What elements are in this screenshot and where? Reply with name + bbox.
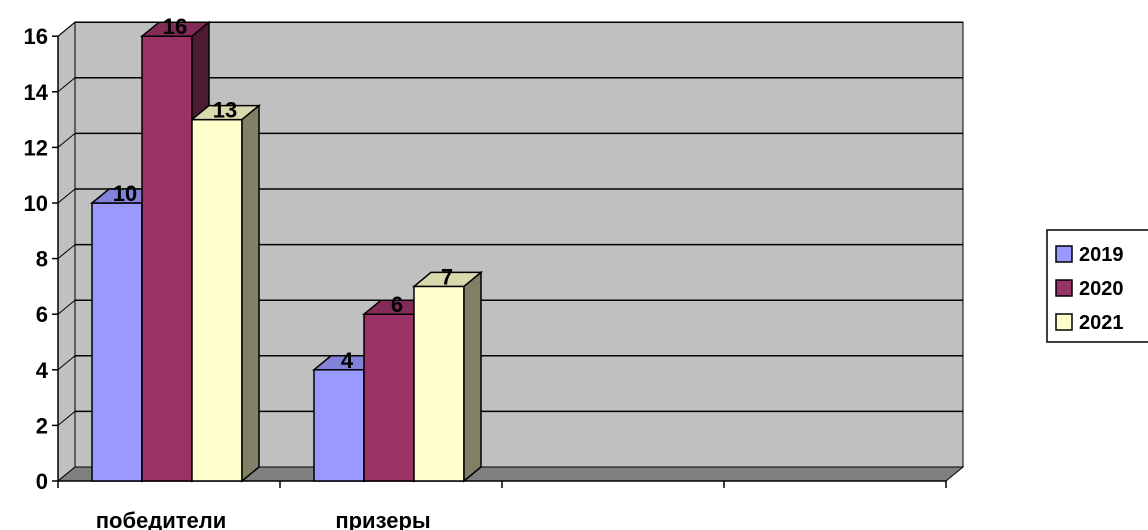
bar-side bbox=[241, 104, 260, 483]
bar-front bbox=[413, 285, 465, 482]
gridline-side bbox=[57, 411, 76, 426]
category-label: победители bbox=[96, 508, 227, 530]
data-label: 7 bbox=[441, 264, 453, 289]
legend: 2019 2020 2021 bbox=[1046, 229, 1148, 343]
data-label: 13 bbox=[213, 98, 237, 123]
bar-front bbox=[363, 313, 415, 482]
bar bbox=[411, 270, 484, 483]
y-tick-label: 4 bbox=[36, 358, 49, 383]
bar-front bbox=[313, 369, 365, 482]
bar bbox=[189, 104, 262, 483]
category-labels: победители призеры bbox=[96, 508, 431, 530]
gridline-side bbox=[57, 77, 76, 93]
gridline-side bbox=[57, 188, 76, 204]
data-label: 4 bbox=[341, 348, 354, 373]
data-labels: 10 16 13 4 6 7 bbox=[113, 14, 453, 373]
legend-swatch bbox=[1055, 245, 1073, 263]
legend-label: 2019 bbox=[1079, 244, 1124, 266]
y-tick-label: 10 bbox=[24, 191, 48, 216]
bar-front bbox=[141, 35, 193, 482]
gridline-side bbox=[57, 355, 76, 371]
data-label: 6 bbox=[391, 292, 403, 317]
y-tick-label: 16 bbox=[24, 24, 48, 49]
gridline-side bbox=[57, 244, 76, 259]
y-tick-label: 14 bbox=[24, 80, 49, 105]
y-tick-labels: 0 2 4 6 8 10 12 14 16 bbox=[24, 24, 49, 494]
y-tick-label: 6 bbox=[36, 302, 48, 327]
y-tick-label: 12 bbox=[24, 135, 48, 160]
y-tick-label: 8 bbox=[36, 247, 48, 272]
legend-label: 2020 bbox=[1079, 278, 1124, 300]
gridline-side bbox=[57, 133, 76, 148]
data-label: 10 bbox=[113, 181, 137, 206]
y-tick-label: 2 bbox=[36, 413, 48, 438]
y-tick-label: 0 bbox=[36, 469, 48, 494]
bar-side bbox=[463, 270, 482, 483]
data-label: 16 bbox=[163, 14, 187, 39]
bar-front bbox=[91, 202, 143, 482]
bar-front bbox=[191, 118, 243, 482]
legend-label: 2021 bbox=[1079, 312, 1124, 334]
gridline-side bbox=[57, 299, 76, 315]
legend-swatch bbox=[1055, 279, 1073, 297]
gridline-side bbox=[57, 21, 76, 37]
legend-swatch bbox=[1055, 313, 1073, 331]
bars bbox=[89, 20, 484, 483]
category-label: призеры bbox=[335, 508, 430, 530]
